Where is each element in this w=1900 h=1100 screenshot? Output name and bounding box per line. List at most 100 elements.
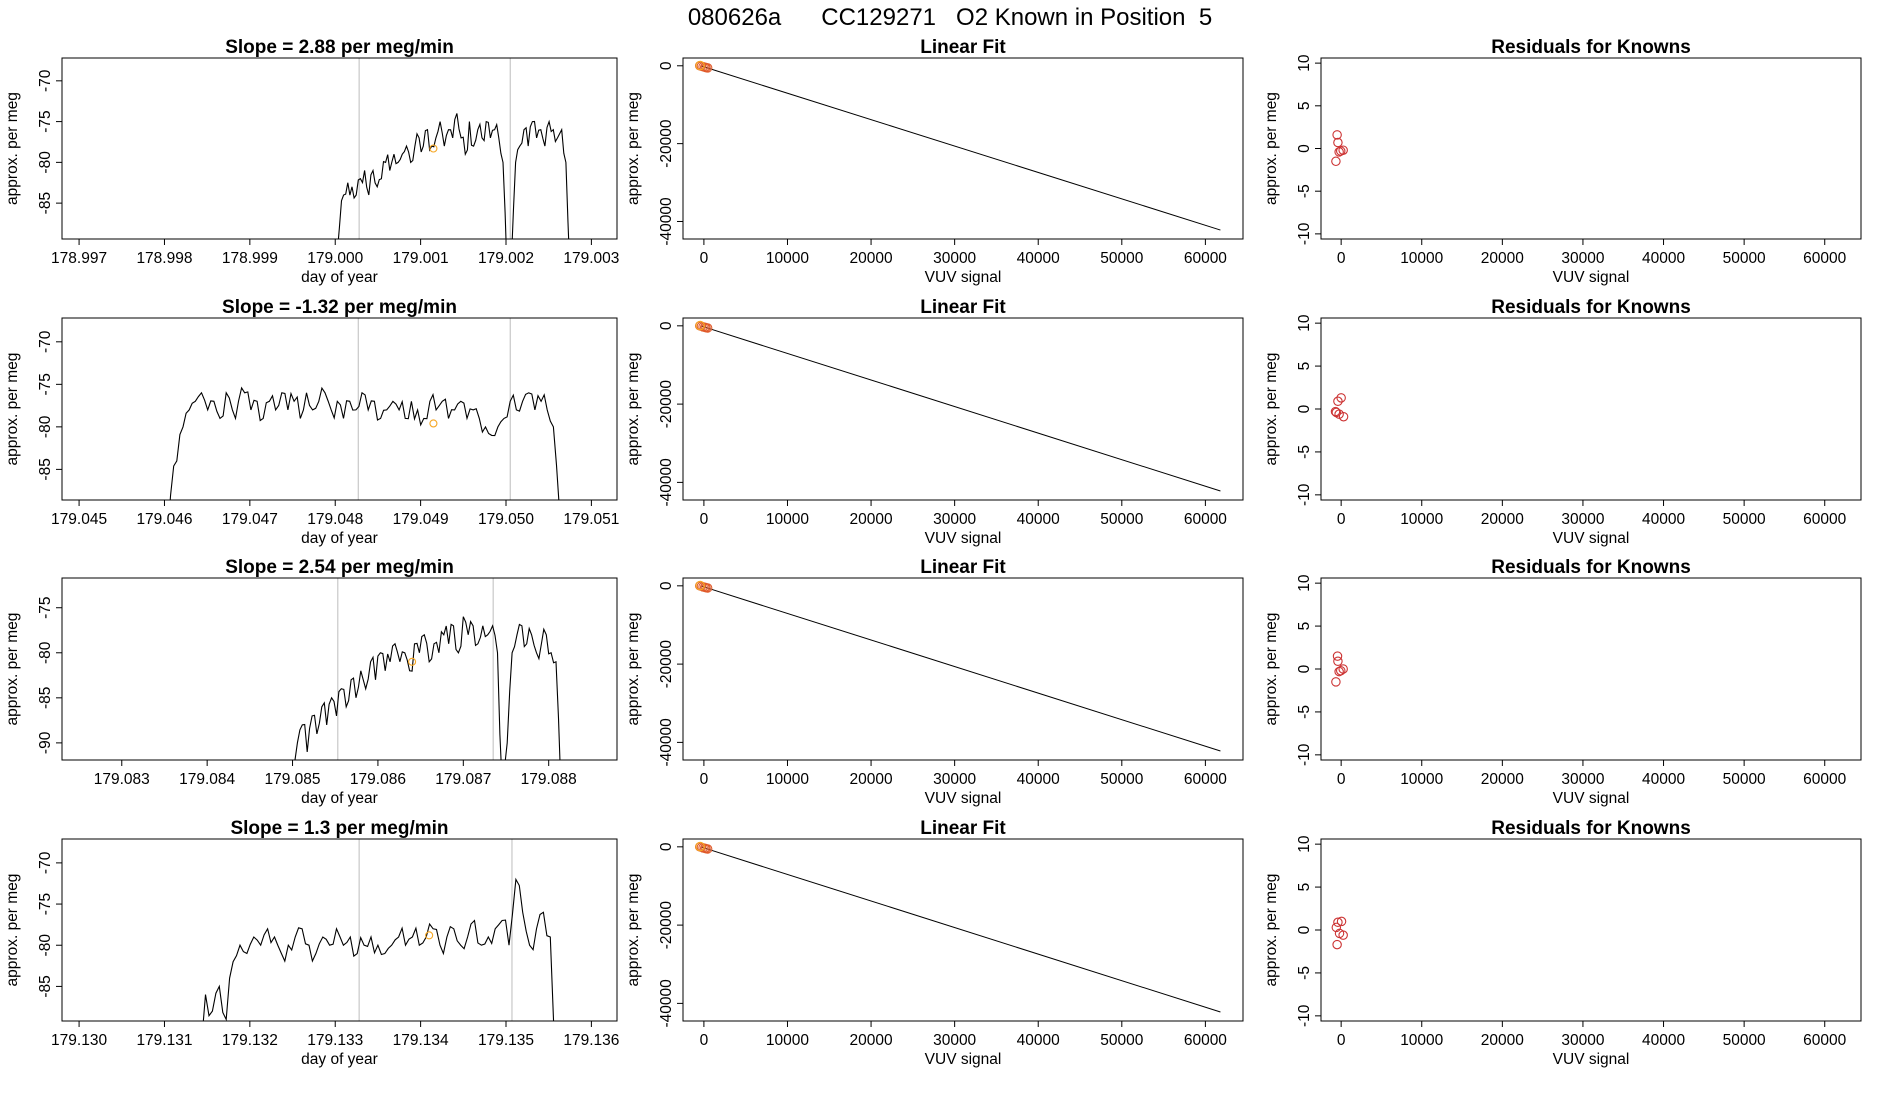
x-axis-label: VUV signal	[1553, 1051, 1630, 1068]
x-tick-label: 50000	[1100, 511, 1143, 528]
x-tick-label: 179.000	[307, 250, 363, 267]
x-tick-label: 50000	[1723, 250, 1766, 267]
data-point	[1332, 939, 1342, 950]
x-tick-label: 179.136	[563, 1032, 619, 1049]
x-tick-label: 10000	[766, 511, 809, 528]
x-tick-label: 179.047	[222, 511, 278, 528]
x-tick-label: 179.083	[94, 771, 150, 788]
y-tick-label: -40000	[658, 718, 675, 767]
x-tick-label: 20000	[850, 771, 893, 788]
plot-frame	[61, 838, 618, 1022]
x-tick-label: 0	[1337, 1032, 1346, 1049]
y-tick-label: 0	[658, 321, 675, 330]
x-tick-label: 10000	[1400, 250, 1443, 267]
x-tick-label: 20000	[850, 511, 893, 528]
y-axis-label: approx. per meg	[625, 353, 642, 466]
x-tick-label: 40000	[1017, 1032, 1060, 1049]
x-tick-label: 10000	[766, 771, 809, 788]
data-point	[1338, 145, 1348, 155]
plot-frame	[61, 57, 618, 240]
x-tick-label: 179.085	[265, 771, 321, 788]
x-tick-label: 179.051	[563, 511, 619, 528]
x-tick-label: 60000	[1803, 771, 1846, 788]
x-tick-label: 179.049	[393, 511, 449, 528]
x-tick-label: 10000	[1400, 511, 1443, 528]
x-tick-label: 60000	[1184, 511, 1227, 528]
data-point	[1333, 396, 1343, 407]
y-tick-label: -10	[1296, 222, 1313, 245]
data-point	[1338, 664, 1348, 674]
plot-frame	[1320, 317, 1862, 501]
plot-title: Linear Fit	[920, 297, 1006, 318]
x-tick-label: 60000	[1803, 250, 1846, 267]
x-axis-label: day of year	[301, 1051, 378, 1068]
x-tick-label: 179.130	[51, 1032, 107, 1049]
page-title: 080626a CC129271 O2 Known in Position 5	[687, 4, 1213, 31]
y-tick-label: -75	[37, 110, 54, 132]
x-tick-label: 179.086	[350, 771, 406, 788]
plot-title: Slope = 2.54 per meg/min	[225, 557, 454, 578]
y-axis-label: approx. per meg	[1263, 874, 1280, 987]
data-point	[1338, 411, 1349, 422]
plot-title: Linear Fit	[920, 37, 1006, 58]
x-tick-label: 10000	[1400, 1032, 1443, 1049]
y-tick-label: -75	[37, 893, 54, 915]
known-point	[695, 841, 705, 852]
data-point	[1333, 917, 1343, 928]
x-tick-label: 179.133	[307, 1032, 363, 1049]
x-axis-label: day of year	[301, 530, 378, 547]
y-tick-label: -40000	[658, 979, 675, 1028]
series-line	[169, 386, 560, 500]
series-line	[294, 616, 561, 760]
x-tick-label: 30000	[933, 1032, 976, 1049]
data-point	[1335, 665, 1346, 676]
fit-line	[700, 65, 1221, 231]
x-tick-label: 179.048	[307, 511, 363, 528]
x-tick-label: 60000	[1803, 1032, 1846, 1049]
x-tick-label: 40000	[1017, 511, 1060, 528]
plot-frame	[682, 838, 1244, 1022]
y-tick-label: -20000	[658, 640, 675, 689]
x-tick-label: 178.998	[136, 250, 192, 267]
y-tick-label: -5	[1296, 445, 1313, 459]
y-tick-label: -40000	[658, 197, 675, 246]
x-tick-label: 20000	[1481, 511, 1524, 528]
y-tick-label: -70	[37, 330, 54, 353]
plot-frame	[1320, 838, 1862, 1022]
y-tick-label: -85	[37, 687, 54, 709]
x-tick-label: 50000	[1723, 771, 1766, 788]
x-tick-label: 10000	[766, 250, 809, 267]
x-tick-label: 0	[700, 771, 709, 788]
x-tick-label: 0	[700, 1032, 709, 1049]
y-tick-label: 0	[658, 842, 675, 851]
y-tick-label: -80	[37, 151, 54, 174]
y-tick-label: -75	[37, 597, 54, 619]
data-point	[1331, 922, 1342, 933]
y-tick-label: 5	[1296, 362, 1313, 371]
data-point	[1331, 407, 1342, 418]
x-axis-label: VUV signal	[925, 1051, 1002, 1068]
x-tick-label: 179.088	[521, 771, 577, 788]
y-tick-label: 5	[1296, 883, 1313, 892]
fit-line	[700, 846, 1221, 1013]
y-tick-label: -85	[37, 975, 54, 997]
known-point	[695, 60, 705, 71]
data-point	[1333, 137, 1343, 148]
series-line	[202, 877, 555, 1021]
y-tick-label: 10	[1296, 574, 1313, 592]
y-tick-label: 0	[658, 581, 675, 590]
fit-line	[700, 585, 1221, 752]
plot-title: Linear Fit	[920, 818, 1006, 839]
y-tick-label: -20000	[658, 380, 675, 429]
known-point	[695, 580, 705, 591]
x-axis-label: VUV signal	[1553, 790, 1630, 807]
x-tick-label: 50000	[1100, 250, 1143, 267]
x-tick-label: 50000	[1723, 511, 1766, 528]
known-marker	[429, 419, 438, 428]
y-tick-label: 5	[1296, 101, 1313, 110]
x-tick-label: 50000	[1100, 1032, 1143, 1049]
plot-title: Linear Fit	[920, 557, 1006, 578]
x-axis-label: VUV signal	[925, 530, 1002, 547]
x-axis-label: day of year	[301, 790, 378, 807]
